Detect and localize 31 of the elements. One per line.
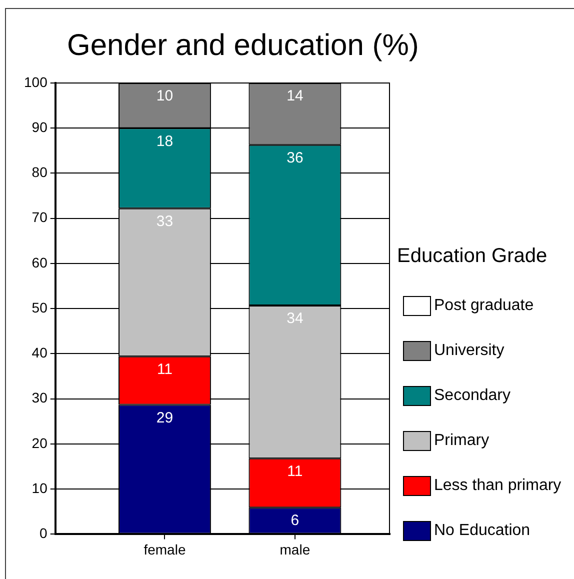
y-tick-label: 60 [32,254,48,270]
x-tick-label: female [144,541,186,558]
x-tick-label: male [280,541,310,558]
data-label: 11 [287,463,303,480]
data-label: 18 [156,132,174,150]
data-label: 11 [156,361,173,378]
data-label: 29 [156,409,174,426]
y-tick-label: 0 [40,525,48,542]
data-label: 14 [286,88,304,105]
legend-label: No Education [434,522,530,540]
data-label: 36 [286,149,304,166]
data-label: 33 [156,213,174,230]
chart-title: Gender and education (%) [67,29,419,63]
data-label: 10 [156,88,174,105]
data-label: 34 [286,310,304,328]
y-tick-label: 10 [32,480,48,496]
y-tick-label: 70 [32,209,48,226]
y-tick-label: 100 [24,74,48,90]
y-tick-label: 20 [32,434,48,451]
legend-label: University [434,342,504,360]
y-tick-label: 90 [32,118,48,135]
legend-title: Education Grade [397,244,548,268]
data-label: 6 [290,512,300,530]
legend-label: Secondary [434,387,510,405]
y-tick-label: 50 [32,299,48,316]
y-tick-label: 30 [32,390,48,406]
legend-label: Less than primary [434,477,562,495]
y-tick-label: 40 [32,344,48,361]
legend-label: Post graduate [434,297,534,315]
y-tick-label: 80 [32,164,48,180]
legend-label: Primary [434,432,490,450]
